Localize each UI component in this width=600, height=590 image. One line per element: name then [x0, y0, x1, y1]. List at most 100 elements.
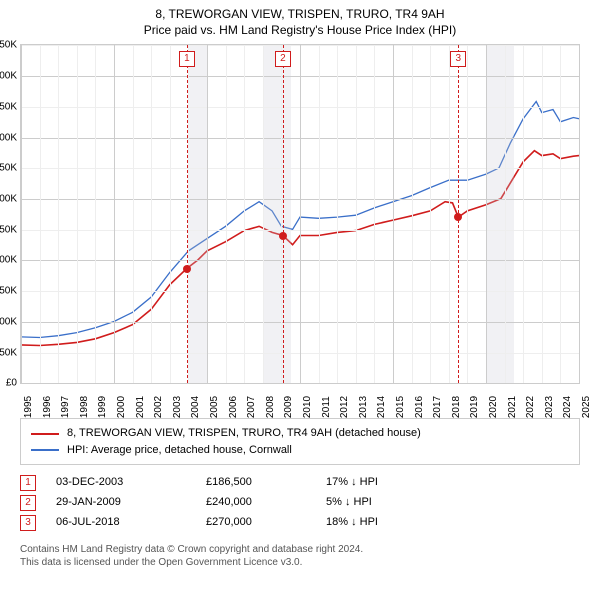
- gridline-v: [560, 45, 561, 383]
- gridline-v: [226, 45, 227, 383]
- gridline-v: [207, 45, 208, 383]
- gridline-v: [412, 45, 413, 383]
- x-tick-label: 2009: [281, 396, 294, 418]
- title-block: 8, TREWORGAN VIEW, TRISPEN, TRURO, TR4 9…: [0, 0, 600, 38]
- gridline-v: [449, 45, 450, 383]
- event-number: 2: [20, 495, 36, 511]
- x-tick-label: 2020: [486, 396, 499, 418]
- gridline-v: [114, 45, 115, 383]
- gridline-v: [337, 45, 338, 383]
- event-date: 03-DEC-2003: [56, 473, 206, 493]
- x-tick-label: 1997: [58, 396, 71, 418]
- x-tick-label: 1995: [21, 396, 34, 418]
- sale-price-dot: [279, 232, 287, 240]
- gridline-v: [319, 45, 320, 383]
- y-tick-label: £500K: [0, 71, 21, 82]
- recession-band: [188, 45, 207, 383]
- gridline-v: [300, 45, 301, 383]
- gridline-v: [21, 45, 22, 383]
- gridline-v: [523, 45, 524, 383]
- x-tick-label: 1996: [40, 396, 53, 418]
- x-tick-label: 2003: [170, 396, 183, 418]
- x-tick-label: 2010: [300, 396, 313, 418]
- footer-line-2: This data is licensed under the Open Gov…: [20, 556, 580, 569]
- x-tick-label: 2004: [188, 396, 201, 418]
- gridline-v: [505, 45, 506, 383]
- x-tick-label: 2007: [244, 396, 257, 418]
- x-tick-label: 2014: [374, 396, 387, 418]
- x-tick-label: 2013: [356, 396, 369, 418]
- x-tick-label: 2024: [560, 396, 573, 418]
- event-diff: 5% ↓ HPI: [326, 493, 446, 513]
- y-tick-label: £350K: [0, 163, 21, 174]
- x-tick-label: 2021: [505, 396, 518, 418]
- x-tick-label: 2018: [449, 396, 462, 418]
- x-tick-label: 2000: [114, 396, 127, 418]
- y-tick-label: £300K: [0, 194, 21, 205]
- gridline-v: [542, 45, 543, 383]
- sale-event-line: [283, 45, 284, 383]
- gridline-v: [244, 45, 245, 383]
- event-row: 1 03-DEC-2003£186,50017% ↓ HPI: [20, 473, 580, 493]
- event-number: 3: [20, 515, 36, 531]
- title-line-1: 8, TREWORGAN VIEW, TRISPEN, TRURO, TR4 9…: [0, 6, 600, 22]
- x-tick-label: 1999: [95, 396, 108, 418]
- gridline-v: [40, 45, 41, 383]
- footer-line-1: Contains HM Land Registry data © Crown c…: [20, 543, 580, 556]
- recession-band: [263, 45, 291, 383]
- sale-price-dot: [183, 265, 191, 273]
- event-date: 06-JUL-2018: [56, 513, 206, 533]
- gridline-v: [77, 45, 78, 383]
- y-tick-label: £150K: [0, 286, 21, 297]
- sale-event-line: [187, 45, 188, 383]
- legend-row: 8, TREWORGAN VIEW, TRISPEN, TRURO, TR4 9…: [31, 425, 569, 442]
- x-tick-label: 2001: [133, 396, 146, 418]
- x-tick-label: 2017: [430, 396, 443, 418]
- x-tick-label: 2019: [467, 396, 480, 418]
- footer-note: Contains HM Land Registry data © Crown c…: [20, 543, 580, 569]
- x-tick-label: 2011: [319, 397, 332, 419]
- legend-row: HPI: Average price, detached house, Corn…: [31, 442, 569, 459]
- y-tick-label: £0: [6, 378, 21, 389]
- event-number: 1: [20, 475, 36, 491]
- gridline-v: [467, 45, 468, 383]
- legend-swatch: [31, 449, 59, 451]
- sale-event-marker: 1: [179, 51, 195, 67]
- x-tick-label: 2023: [542, 396, 555, 418]
- gridline-v: [151, 45, 152, 383]
- gridline-v: [133, 45, 134, 383]
- event-row: 229-JAN-2009£240,0005% ↓ HPI: [20, 493, 580, 513]
- x-tick-label: 2025: [579, 396, 592, 418]
- legend: 8, TREWORGAN VIEW, TRISPEN, TRURO, TR4 9…: [20, 418, 580, 465]
- gridline-v: [486, 45, 487, 383]
- x-tick-label: 1998: [77, 396, 90, 418]
- y-tick-label: £250K: [0, 224, 21, 235]
- event-diff: 18% ↓ HPI: [326, 513, 446, 533]
- gridline-v: [579, 45, 580, 383]
- legend-swatch: [31, 433, 59, 435]
- y-tick-label: £50K: [0, 347, 21, 358]
- x-tick-label: 2002: [151, 396, 164, 418]
- x-tick-label: 2005: [207, 396, 220, 418]
- legend-label: 8, TREWORGAN VIEW, TRISPEN, TRURO, TR4 9…: [67, 425, 421, 442]
- x-tick-label: 2006: [226, 396, 239, 418]
- title-line-2: Price paid vs. HM Land Registry's House …: [0, 22, 600, 38]
- x-tick-label: 2022: [523, 396, 536, 418]
- event-price: £270,000: [206, 513, 326, 533]
- x-tick-label: 2016: [412, 396, 425, 418]
- event-price: £186,500: [206, 473, 326, 493]
- gridline-v: [356, 45, 357, 383]
- y-tick-label: £400K: [0, 132, 21, 143]
- y-tick-label: £200K: [0, 255, 21, 266]
- legend-label: HPI: Average price, detached house, Corn…: [67, 442, 292, 459]
- sale-events-table: 1 03-DEC-2003£186,50017% ↓ HPI229-JAN-200…: [20, 473, 580, 532]
- sale-event-marker: 2: [275, 51, 291, 67]
- gridline-v: [430, 45, 431, 383]
- sale-event-marker: 3: [450, 51, 466, 67]
- x-tick-label: 2012: [337, 396, 350, 418]
- gridline-h: [21, 383, 579, 384]
- y-tick-label: £550K: [0, 40, 21, 51]
- y-tick-label: £450K: [0, 101, 21, 112]
- x-tick-label: 2008: [263, 396, 276, 418]
- event-diff: 17% ↓ HPI: [326, 473, 446, 493]
